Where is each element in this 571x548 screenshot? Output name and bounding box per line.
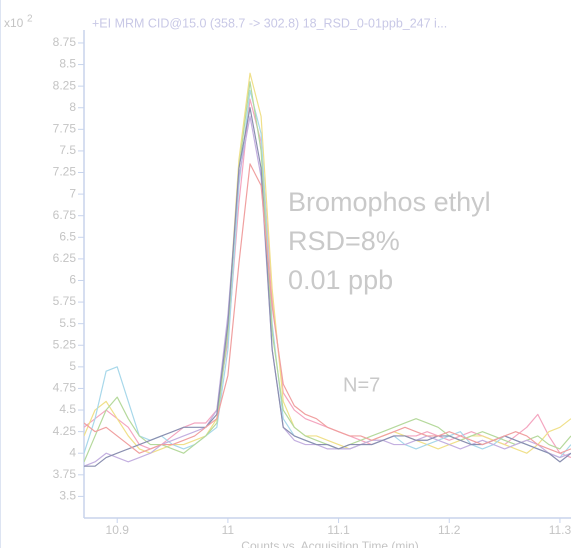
annotation: RSD=8% <box>288 226 400 256</box>
y-tick-label: 4 <box>69 445 76 459</box>
y-multiplier-exponent: 2 <box>27 14 33 25</box>
x-axis-label: Counts vs. Acquisition Time (min) <box>241 539 418 548</box>
x-tick-label: 11.1 <box>327 523 350 537</box>
y-tick-label: 4.75 <box>53 381 77 395</box>
x-tick-label: 11.2 <box>438 523 461 537</box>
y-tick-label: 5.75 <box>53 294 77 308</box>
annotation: Bromophos ethyl <box>288 187 491 217</box>
y-tick-label: 7.5 <box>59 143 76 157</box>
y-tick-label: 7.75 <box>53 121 77 135</box>
y-tick-label: 5.5 <box>59 316 76 330</box>
y-tick-label: 8.75 <box>53 35 77 49</box>
trace <box>84 163 571 454</box>
x-tick-label: 10.9 <box>106 523 130 537</box>
y-tick-label: 5 <box>69 359 76 373</box>
annotation: 0.01 ppb <box>288 265 393 295</box>
y-tick-label: 8 <box>69 100 76 114</box>
y-tick-label: 4.5 <box>59 402 76 416</box>
y-tick-label: 8.25 <box>53 78 77 92</box>
y-tick-label: 6.5 <box>59 229 76 243</box>
annotation: N=7 <box>343 374 380 396</box>
y-tick-label: 7 <box>69 186 76 200</box>
traces <box>84 72 571 467</box>
x-tick-label: 11.3 <box>549 523 571 537</box>
y-tick-label: 6.75 <box>53 208 77 222</box>
y-multiplier: x10 <box>4 16 24 30</box>
y-tick-label: 3.75 <box>53 467 77 481</box>
chart-title: +EI MRM CID@15.0 (358.7 -> 302.8) 18_RSD… <box>92 16 447 30</box>
x-tick-label: 11 <box>222 523 235 537</box>
trace <box>84 115 571 467</box>
y-tick-label: 7.25 <box>53 165 77 179</box>
y-tick-label: 5.25 <box>53 337 77 351</box>
y-tick-label: 4.25 <box>53 424 77 438</box>
y-tick-label: 6.25 <box>53 251 77 265</box>
y-tick-label: 6 <box>69 273 76 287</box>
y-tick-label: 3.5 <box>59 489 76 503</box>
y-tick-label: 8.5 <box>59 57 76 71</box>
trace <box>84 72 571 454</box>
